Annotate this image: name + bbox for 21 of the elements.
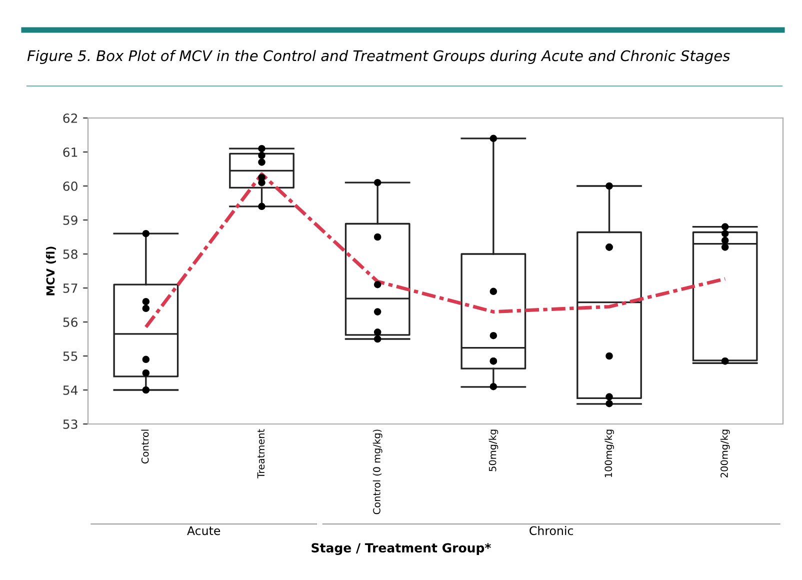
x-tick-label: 200mg/kg (720, 430, 730, 478)
x-tick-label: 100mg/kg (604, 430, 614, 478)
text: Chronic (530, 526, 573, 536)
y-tick-label: 54 (63, 386, 78, 395)
x-tick-label: 50mg/kg (488, 430, 498, 472)
text: Acute (187, 526, 220, 536)
y-tick-label: 58 (63, 249, 78, 259)
y-tick-label: 61 (63, 147, 78, 157)
x-tick-label: Control (141, 430, 149, 464)
y-tick-label: 59 (63, 215, 78, 225)
x-tick-label: Control (0 mg/kg) (372, 430, 382, 514)
chart-title: Figure 5. Box Plot of MCV in the Control and Treatment Groups during Acute and Chronic Stages (27, 50, 730, 64)
y-tick-label: 60 (63, 181, 78, 191)
y-tick-label: 57 (63, 284, 78, 293)
x-tick-label: Treatment (257, 429, 265, 478)
y-tick-label: 55 (63, 352, 78, 361)
y-tick-label: 56 (63, 317, 78, 327)
x-axis-title: Stage / Treatment Group* (312, 543, 491, 556)
y-tick-label: 62 (63, 113, 78, 123)
y-tick-label: 53 (63, 419, 78, 429)
y-axis-title: MCV (fl) (46, 246, 56, 296)
